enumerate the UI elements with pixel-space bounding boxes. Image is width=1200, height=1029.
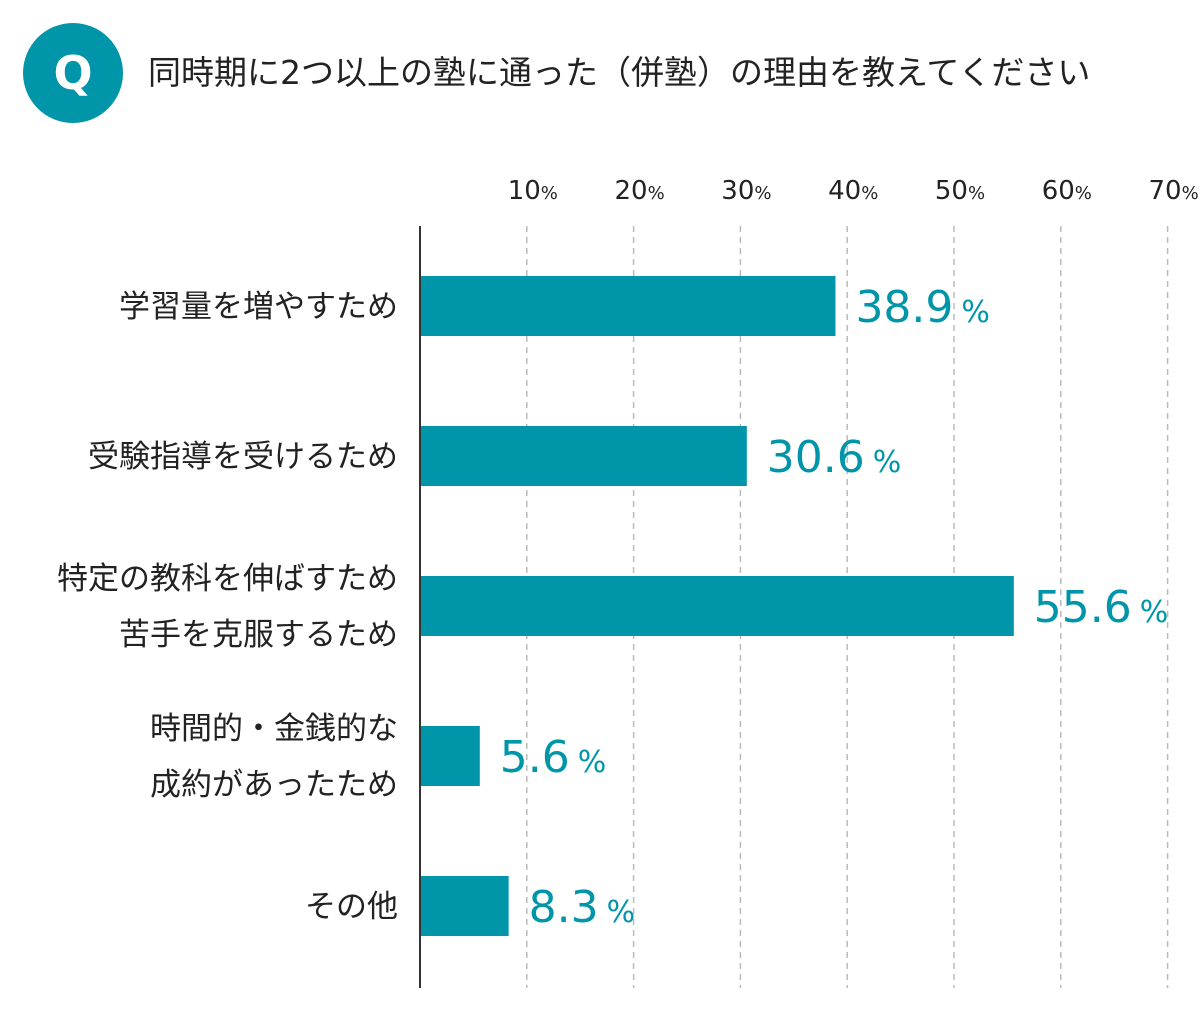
x-tick-value: 10 — [508, 176, 541, 206]
value-unit: % — [578, 745, 607, 780]
value-number: 5.6 — [500, 732, 570, 783]
x-tick-label: 30% — [721, 176, 771, 206]
value-unit: % — [961, 295, 990, 330]
x-tick-label: 60% — [1042, 176, 1092, 206]
value-unit: % — [873, 445, 902, 480]
x-tick-unit: % — [1182, 183, 1199, 204]
value-label: 30.6% — [767, 432, 901, 483]
grid-lines — [526, 226, 1169, 988]
value-unit: % — [607, 895, 636, 930]
x-tick-unit: % — [648, 183, 665, 204]
bar-1 — [420, 426, 747, 486]
x-tick-value: 60 — [1042, 176, 1075, 206]
x-tick-unit: % — [968, 183, 985, 204]
x-tick-unit: % — [861, 183, 878, 204]
x-tick-label: 40% — [828, 176, 878, 206]
value-labels: 38.9 %30.6 %55.6 %5.6 %8.3% — [500, 282, 1168, 933]
category-label: 苦手を克服するため — [119, 617, 398, 653]
category-label: 時間的・金銭的な — [150, 711, 398, 747]
x-tick-label: 70% — [1148, 176, 1198, 206]
x-tick-value: 30 — [721, 176, 754, 206]
bars — [420, 276, 1014, 936]
x-tick-label: 50% — [935, 176, 985, 206]
x-tick-value: 20 — [614, 176, 647, 206]
value-label: 55.6% — [1034, 582, 1168, 633]
x-tick-value: 40 — [828, 176, 861, 206]
value-number: 8.3 — [529, 882, 599, 933]
value-unit: % — [1140, 595, 1169, 630]
x-tick-unit: % — [1075, 183, 1092, 204]
question-badge: Q — [23, 23, 123, 123]
value-number: 38.9 — [855, 282, 953, 333]
category-labels: 学習量を増やすため受験指導を受けるため特定の教科を伸ばすため苦手を克服するため時… — [57, 289, 398, 925]
category-label: 成約があったため — [150, 767, 398, 803]
x-tick-unit: % — [541, 183, 558, 204]
category-label: その他 — [305, 889, 398, 925]
value-number: 30.6 — [767, 432, 865, 483]
category-label: 特定の教科を伸ばすため — [57, 561, 398, 597]
x-tick-label: 20% — [614, 176, 664, 206]
bar-4 — [420, 876, 509, 936]
value-label: 5.6% — [500, 732, 606, 783]
question-title: 同時期に2つ以上の塾に通った（併塾）の理由を教えてください — [148, 53, 1091, 92]
question-header: Q 同時期に2つ以上の塾に通った（併塾）の理由を教えてください — [0, 0, 1200, 140]
value-label: 38.9% — [855, 282, 989, 333]
category-label: 学習量を増やすため — [119, 289, 398, 325]
x-tick-value: 50 — [935, 176, 968, 206]
value-number: 55.6 — [1034, 582, 1132, 633]
x-axis-ticks: 10% 20% 30% 40% 50% 60% 70% — [508, 176, 1199, 206]
bar-2 — [420, 576, 1014, 636]
x-tick-unit: % — [754, 183, 771, 204]
x-tick-value: 70 — [1148, 176, 1181, 206]
x-tick-label: 10% — [508, 176, 558, 206]
bar-3 — [420, 726, 480, 786]
category-label: 受験指導を受けるため — [88, 439, 398, 475]
bar-0 — [420, 276, 836, 336]
value-label: 8.3% — [529, 882, 636, 933]
